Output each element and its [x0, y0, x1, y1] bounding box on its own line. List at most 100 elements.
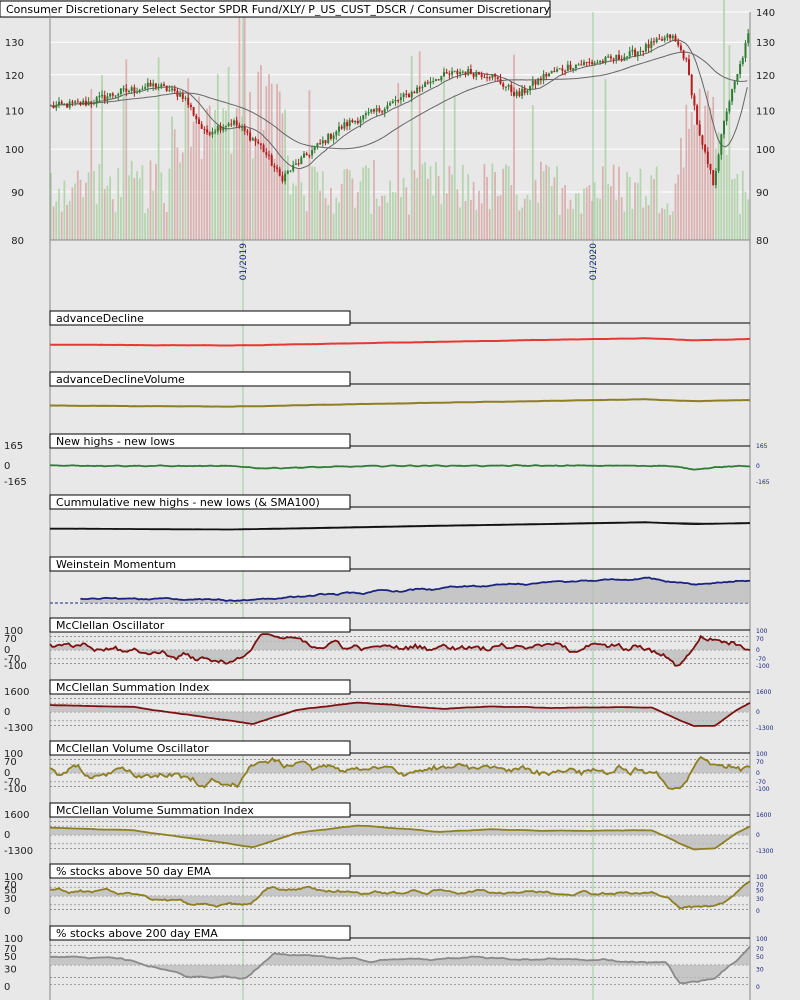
- price-tick-label-right: 80: [756, 236, 769, 247]
- volume-bar: [591, 201, 593, 240]
- candle-body: [270, 155, 273, 166]
- volume-bar: [133, 178, 136, 240]
- candle-body: [338, 126, 340, 132]
- volume-bar: [195, 122, 198, 240]
- volume-bar: [720, 138, 723, 240]
- volume-bar: [335, 197, 338, 240]
- candle-body: [679, 45, 682, 51]
- volume-bar: [278, 91, 281, 240]
- volume-bar: [241, 116, 243, 240]
- panel-tick-label-right: 100: [756, 751, 768, 758]
- volume-bar: [733, 178, 736, 240]
- candle-body: [634, 49, 637, 57]
- volume-bar: [693, 125, 696, 240]
- candle-body: [604, 57, 607, 63]
- candle-body: [496, 76, 499, 79]
- moving-average-line: [49, 51, 748, 150]
- indicator-area: [50, 946, 750, 984]
- candle-body: [55, 104, 58, 108]
- candle-body: [539, 78, 542, 81]
- price-tick-label-left: 80: [11, 236, 24, 247]
- volume-bar: [725, 155, 728, 240]
- volume-bar: [666, 203, 669, 240]
- candle-body: [335, 131, 338, 136]
- panel-tick-label-left: 50: [4, 885, 17, 896]
- panel-title: McClellan Summation Index: [56, 681, 210, 694]
- volume-bar: [521, 207, 523, 240]
- candle-body: [504, 86, 507, 88]
- volume-bar: [650, 175, 653, 240]
- candle-body: [480, 74, 483, 77]
- volume-bar: [63, 180, 66, 240]
- volume-bar: [316, 172, 319, 240]
- volume-bar: [179, 162, 181, 240]
- volume-bar: [558, 214, 561, 240]
- volume-bar: [391, 192, 394, 240]
- volume-bar: [311, 166, 313, 240]
- panel-tick-label-right: -1300: [756, 848, 774, 855]
- candle-body: [706, 151, 709, 164]
- candle-body: [674, 35, 677, 42]
- candle-body: [351, 120, 354, 123]
- candle-body: [394, 100, 397, 102]
- candle-body: [456, 70, 459, 75]
- volume-bar: [553, 177, 556, 240]
- candle-body: [459, 72, 462, 74]
- price-tick-label-right: 90: [756, 188, 769, 199]
- volume-bar: [526, 194, 529, 240]
- candle-body: [128, 91, 130, 92]
- volume-bar: [510, 185, 513, 240]
- price-tick-label-left: 90: [11, 188, 24, 199]
- candle-body: [518, 91, 521, 96]
- candle-body: [510, 85, 513, 92]
- candle-body: [469, 69, 472, 74]
- volume-bar: [208, 105, 211, 240]
- panel-tick-label-left: 0: [4, 461, 10, 472]
- candle-body: [66, 103, 69, 108]
- volume-bar: [265, 86, 268, 240]
- candle-body: [49, 105, 52, 107]
- candle-body: [136, 91, 139, 93]
- candle-body: [601, 60, 604, 63]
- volume-bar: [168, 168, 171, 240]
- volume-bar: [642, 207, 645, 240]
- volume-bar: [303, 195, 305, 240]
- volume-bar: [58, 188, 60, 240]
- volume-bar: [601, 166, 604, 240]
- volume-bar: [71, 187, 74, 240]
- candle-body: [491, 74, 494, 78]
- candle-body: [211, 131, 214, 135]
- candle-body: [671, 35, 674, 39]
- candle-body: [647, 44, 650, 48]
- volume-bar: [437, 176, 440, 240]
- panel-title: New highs - new lows: [56, 435, 175, 448]
- volume-bar: [367, 168, 370, 240]
- indicator-line: [50, 398, 750, 408]
- panel-tick-label-left: -100: [4, 784, 27, 795]
- volume-bar: [125, 59, 128, 240]
- volume-bar: [677, 174, 680, 240]
- candle-body: [741, 58, 744, 64]
- volume-bar: [289, 194, 292, 240]
- candle-body: [71, 101, 74, 103]
- volume-bar: [370, 213, 373, 240]
- volume-bar: [378, 206, 381, 240]
- candle-body: [558, 68, 561, 70]
- candle-body: [585, 61, 588, 63]
- candle-body: [154, 83, 157, 88]
- candle-body: [93, 102, 95, 104]
- candle-body: [537, 78, 540, 85]
- volume-bar: [152, 190, 155, 240]
- candle-body: [747, 33, 750, 43]
- volume-bar: [330, 187, 332, 240]
- candle-body: [405, 93, 408, 95]
- volume-bar: [101, 75, 103, 240]
- panel-title-box: [49, 925, 351, 941]
- volume-bar: [198, 96, 200, 240]
- candle-body: [583, 61, 585, 65]
- volume-bar: [704, 105, 706, 240]
- volume-bar: [120, 197, 122, 240]
- volume-bar: [674, 183, 677, 240]
- candle-body: [235, 120, 238, 126]
